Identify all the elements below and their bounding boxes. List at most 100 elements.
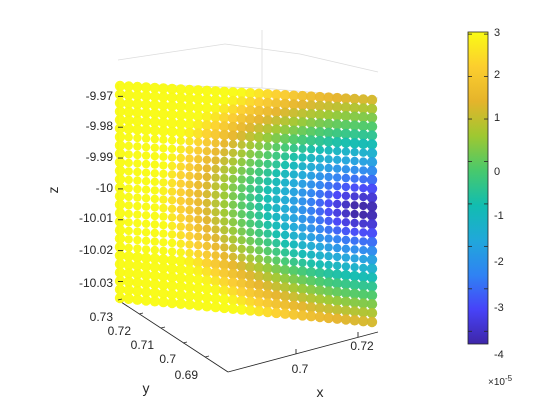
scatter-point	[262, 289, 273, 300]
scatter-point	[193, 93, 204, 105]
scatter-point	[227, 277, 239, 288]
scatter-point	[149, 108, 160, 119]
scatter-point	[140, 278, 152, 289]
scatter-point	[140, 99, 152, 110]
scatter-point	[114, 157, 126, 168]
scatter-point	[340, 305, 352, 316]
scatter-point	[201, 258, 213, 269]
scatter-point	[201, 85, 213, 97]
scatter-point	[366, 316, 378, 328]
scatter-point	[262, 280, 273, 292]
scatter-point	[324, 190, 333, 199]
scatter-point	[166, 100, 178, 112]
scatter-point	[349, 138, 360, 149]
scatter-point	[245, 105, 256, 116]
scatter-point	[271, 307, 282, 319]
scatter-point	[184, 265, 195, 276]
scatter-point	[133, 133, 142, 143]
scatter-point	[366, 139, 378, 150]
scatter-point	[262, 115, 273, 126]
scatter-point	[280, 187, 290, 196]
scatter-point	[184, 290, 195, 302]
scatter-point	[184, 282, 195, 293]
scatter-point	[279, 90, 291, 101]
scatter-point	[253, 288, 265, 299]
scatter-point	[114, 250, 126, 261]
scatter-point	[175, 298, 186, 309]
scatter-point	[158, 117, 169, 128]
scatter-point	[228, 157, 238, 166]
scatter-point	[124, 167, 133, 176]
scatter-point	[175, 281, 186, 292]
scatter-point	[133, 218, 142, 228]
scatter-point	[149, 125, 160, 136]
scatter-point	[210, 86, 221, 97]
y-tick	[138, 312, 144, 315]
scatter-point	[272, 221, 281, 230]
scatter-point	[307, 241, 316, 251]
scatter-point	[150, 169, 159, 178]
scatter-point	[227, 260, 239, 271]
scatter-point	[333, 217, 342, 226]
scatter-point	[253, 105, 265, 117]
scatter-point	[114, 106, 126, 117]
scatter-point	[297, 292, 308, 303]
scatter-point	[185, 163, 194, 172]
scatter-point	[341, 147, 351, 156]
scatter-point	[123, 293, 134, 304]
scatter-point	[132, 251, 143, 263]
scatter-point	[359, 148, 368, 157]
scatter-point	[210, 284, 221, 295]
scatter-point	[185, 145, 194, 155]
scatter-point	[323, 110, 334, 121]
scatter-point	[323, 268, 334, 279]
scatter-point	[227, 87, 239, 98]
scatter-point	[262, 132, 273, 143]
scatter-point	[333, 243, 342, 253]
scatter-point	[263, 194, 272, 203]
scatter-point	[185, 171, 194, 180]
scatter-point	[236, 295, 247, 307]
scatter-point	[176, 170, 185, 180]
scatter-point	[228, 140, 238, 149]
scatter-point	[254, 254, 264, 264]
scatter-point	[132, 294, 143, 305]
scatter-point	[201, 275, 213, 286]
scatter-point	[332, 287, 343, 298]
scatter-point	[237, 184, 246, 193]
scatter-point	[184, 84, 195, 96]
scatter-point	[194, 223, 203, 233]
scatter-point	[201, 283, 213, 295]
scatter-point	[124, 141, 133, 151]
scatter-point	[254, 237, 264, 246]
scatter-point	[220, 251, 229, 261]
scatter-point	[289, 205, 298, 214]
scatter-point	[193, 119, 204, 130]
scatter-point	[324, 252, 333, 261]
scatter-point	[140, 286, 152, 298]
scatter-point	[158, 271, 169, 282]
scatter-point	[307, 215, 316, 224]
scatter-point	[150, 186, 159, 195]
scatter-point	[227, 286, 239, 297]
scatter-points	[114, 80, 378, 328]
colorbar-exponent: ×10-5	[488, 374, 513, 388]
scatter-point	[333, 208, 342, 217]
scatter-point	[140, 90, 152, 102]
scatter-point	[228, 200, 238, 209]
scatter-point	[288, 99, 299, 110]
scatter-point	[246, 184, 255, 193]
scatter-point	[289, 170, 298, 179]
x-tick-label: 0.72	[350, 339, 374, 353]
scatter-point	[124, 226, 133, 236]
scatter-point	[166, 263, 178, 274]
scatter-point	[280, 239, 290, 248]
scatter-point	[314, 267, 326, 279]
scatter-point	[114, 284, 126, 295]
scatter-point	[289, 231, 298, 240]
scatter-point	[202, 181, 212, 190]
scatter-point	[124, 243, 133, 253]
scatter-point	[340, 119, 352, 131]
scatter-point	[150, 194, 159, 204]
